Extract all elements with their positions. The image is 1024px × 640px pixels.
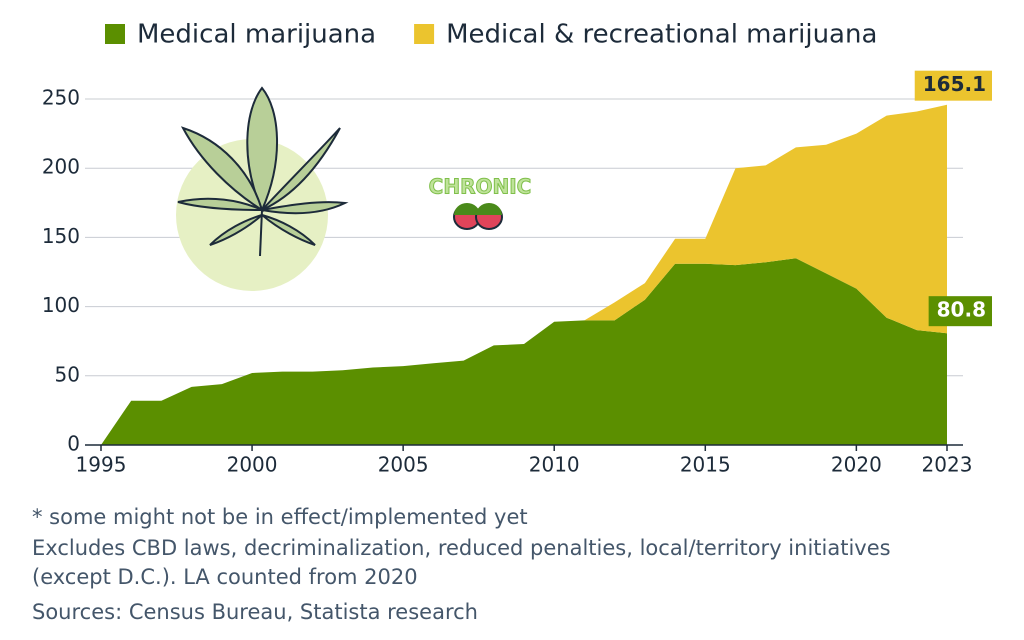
y-tick-label: 50 <box>55 362 80 386</box>
y-tick-label: 150 <box>42 224 80 248</box>
area <box>101 104 947 445</box>
x-tick-label: 1995 <box>76 453 127 477</box>
value-label-box <box>928 296 992 327</box>
legend-swatch <box>105 24 125 44</box>
note: (except D.C.). LA counted from 2020 <box>32 565 418 589</box>
y-tick-label: 250 <box>42 86 80 110</box>
x-tick-label: 2010 <box>529 453 580 477</box>
value-label: 165.1 <box>923 72 986 96</box>
value-label-box <box>914 70 992 101</box>
x-tick-label: 2000 <box>227 453 278 477</box>
legend-label: Medical marijuana <box>137 20 376 50</box>
leaf-illustration <box>176 86 349 291</box>
y-tick-label: 200 <box>42 155 80 179</box>
y-tick-label: 100 <box>42 293 80 317</box>
x-tick-label: 2023 <box>922 453 973 477</box>
x-tick-label: 2020 <box>831 453 882 477</box>
x-tick-label: 2005 <box>378 453 429 477</box>
notes: * some might not be in effect/implemente… <box>32 505 891 624</box>
logo-text: CHRONIC <box>429 175 532 199</box>
legend-label: Medical & recreational marijuana <box>446 20 877 50</box>
logo-illustration <box>453 203 503 230</box>
legend-swatch <box>414 24 435 44</box>
note: * some might not be in effect/implemente… <box>32 505 528 529</box>
value-label: 80.8 <box>937 298 986 322</box>
note: Sources: Census Bureau, Statista researc… <box>32 600 478 624</box>
note: Excludes CBD laws, decriminalization, re… <box>32 536 891 560</box>
x-tick-label: 2015 <box>680 453 731 477</box>
y-tick-label: 0 <box>67 432 80 456</box>
area <box>101 258 947 445</box>
